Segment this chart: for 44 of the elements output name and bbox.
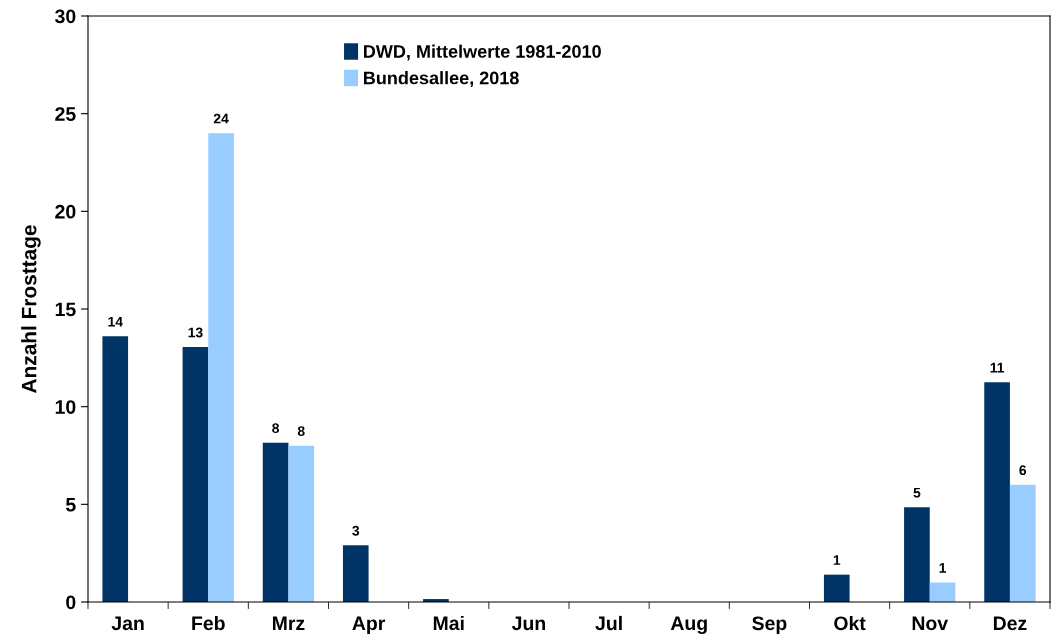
legend-label: Bundesallee, 2018 xyxy=(364,71,519,87)
x-tick-label: Jun xyxy=(511,616,545,631)
data-label: 13 xyxy=(188,327,203,338)
x-tick-label: Jan xyxy=(111,616,144,631)
bar xyxy=(182,347,209,602)
y-axis-title: Anzahl Frosttage xyxy=(21,225,41,393)
bar xyxy=(288,445,315,602)
x-tick-label: Apr xyxy=(352,616,386,635)
y-tick-label: 15 xyxy=(55,302,76,317)
data-label: 8 xyxy=(297,426,305,437)
bar xyxy=(984,382,1010,602)
bar xyxy=(1009,484,1036,602)
data-label: 3 xyxy=(352,525,360,536)
y-tick-label: 10 xyxy=(55,400,76,414)
data-label: 6 xyxy=(1019,465,1027,476)
data-label: 14 xyxy=(108,316,123,327)
bar xyxy=(904,507,930,602)
x-tick-label: Dez xyxy=(993,616,1027,631)
data-label: 11 xyxy=(990,362,1005,373)
x-tick-label: Jul xyxy=(595,615,622,631)
bar xyxy=(102,336,129,602)
x-tick-label: Okt xyxy=(834,615,866,631)
x-tick-label: Feb xyxy=(192,615,225,631)
y-tick-label: 0 xyxy=(66,595,76,610)
y-tick-label: 30 xyxy=(55,9,76,24)
x-tick-label: Aug xyxy=(670,616,707,635)
bar xyxy=(208,133,234,602)
data-label: 8 xyxy=(272,423,280,434)
data-label: 1 xyxy=(833,555,841,565)
bar xyxy=(262,442,289,602)
y-tick-label: 5 xyxy=(65,498,76,512)
legend-label: DWD, Mittelwerte 1981-2010 xyxy=(364,44,601,61)
x-tick-label: Mai xyxy=(433,615,464,631)
x-tick-label: Nov xyxy=(912,616,949,631)
y-tick-label: 25 xyxy=(55,107,76,121)
data-label: 1 xyxy=(939,563,947,573)
y-tick-label: 20 xyxy=(55,204,76,219)
data-label: 5 xyxy=(913,487,921,498)
bar xyxy=(823,574,850,602)
bar xyxy=(342,545,369,602)
bar xyxy=(929,582,956,602)
data-label: 24 xyxy=(213,113,229,124)
x-tick-label: Sep xyxy=(752,616,787,635)
x-tick-label: Mrz xyxy=(272,616,305,630)
